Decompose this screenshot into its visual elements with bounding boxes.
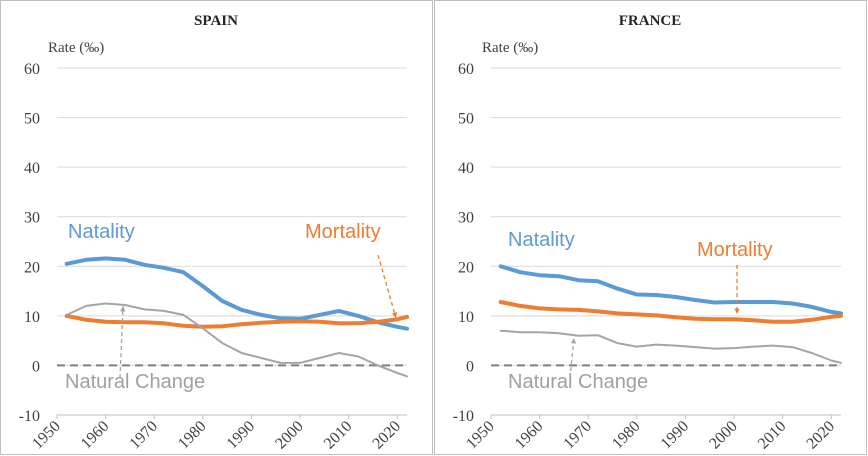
y-tick-label: 30 xyxy=(24,210,40,227)
y-tick-label: 60 xyxy=(24,61,40,78)
series-label: Natality xyxy=(508,229,575,251)
y-axis-label: Rate (‰) xyxy=(482,40,538,56)
panel-border xyxy=(434,0,867,455)
arrow-head xyxy=(570,338,577,344)
series-label: Mortality xyxy=(305,221,381,243)
chart-title: SPAIN xyxy=(194,13,238,29)
y-tick-label: 20 xyxy=(458,259,474,276)
series-line xyxy=(498,300,843,324)
y-tick-label: 50 xyxy=(24,111,40,128)
x-tick-label: 2000 xyxy=(272,418,307,453)
x-tick-label: 2020 xyxy=(803,418,838,453)
y-tick-label: 20 xyxy=(24,259,40,276)
panel-border xyxy=(0,0,433,455)
y-axis-label: Rate (‰) xyxy=(48,40,104,56)
x-tick-label: 1960 xyxy=(512,418,547,453)
arrow-head xyxy=(392,312,398,318)
x-tick-label: 1970 xyxy=(126,418,161,453)
annotation-arrow xyxy=(377,254,397,319)
x-tick-label: 1980 xyxy=(609,418,644,453)
y-tick-label: 60 xyxy=(458,61,474,78)
series-line xyxy=(64,256,409,331)
y-tick-label: -10 xyxy=(453,408,474,425)
y-tick-label: -10 xyxy=(19,408,40,425)
y-tick-label: 40 xyxy=(24,160,40,177)
x-tick-label: 1980 xyxy=(175,418,210,453)
chart-title: FRANCE xyxy=(619,13,682,29)
x-tick-label: 2010 xyxy=(321,418,356,453)
x-tick-label: 2010 xyxy=(755,418,790,453)
x-tick-label: 1970 xyxy=(560,418,595,453)
series-label: Natural Change xyxy=(65,371,205,393)
y-tick-label: 30 xyxy=(458,210,474,227)
x-tick-label: 1990 xyxy=(658,418,693,453)
series-label: Natural Change xyxy=(508,371,648,393)
y-tick-label: 50 xyxy=(458,111,474,128)
y-tick-label: 0 xyxy=(32,358,40,375)
series-line xyxy=(498,264,843,316)
series-line xyxy=(65,302,408,378)
x-tick-label: 1960 xyxy=(78,418,113,453)
y-tick-label: 0 xyxy=(466,358,474,375)
x-tick-label: 2020 xyxy=(369,418,404,453)
series-label: Mortality xyxy=(697,239,773,261)
series-line xyxy=(499,329,842,364)
series-line xyxy=(64,313,409,329)
x-tick-label: 2000 xyxy=(706,418,741,453)
y-tick-label: 40 xyxy=(458,160,474,177)
y-tick-label: 10 xyxy=(458,309,474,326)
x-tick-label: 1990 xyxy=(224,418,259,453)
series-label: Natality xyxy=(68,221,135,243)
y-tick-label: 10 xyxy=(24,309,40,326)
arrow-head xyxy=(120,306,126,312)
arrow-head xyxy=(734,308,740,314)
annotation-arrow xyxy=(119,305,124,379)
